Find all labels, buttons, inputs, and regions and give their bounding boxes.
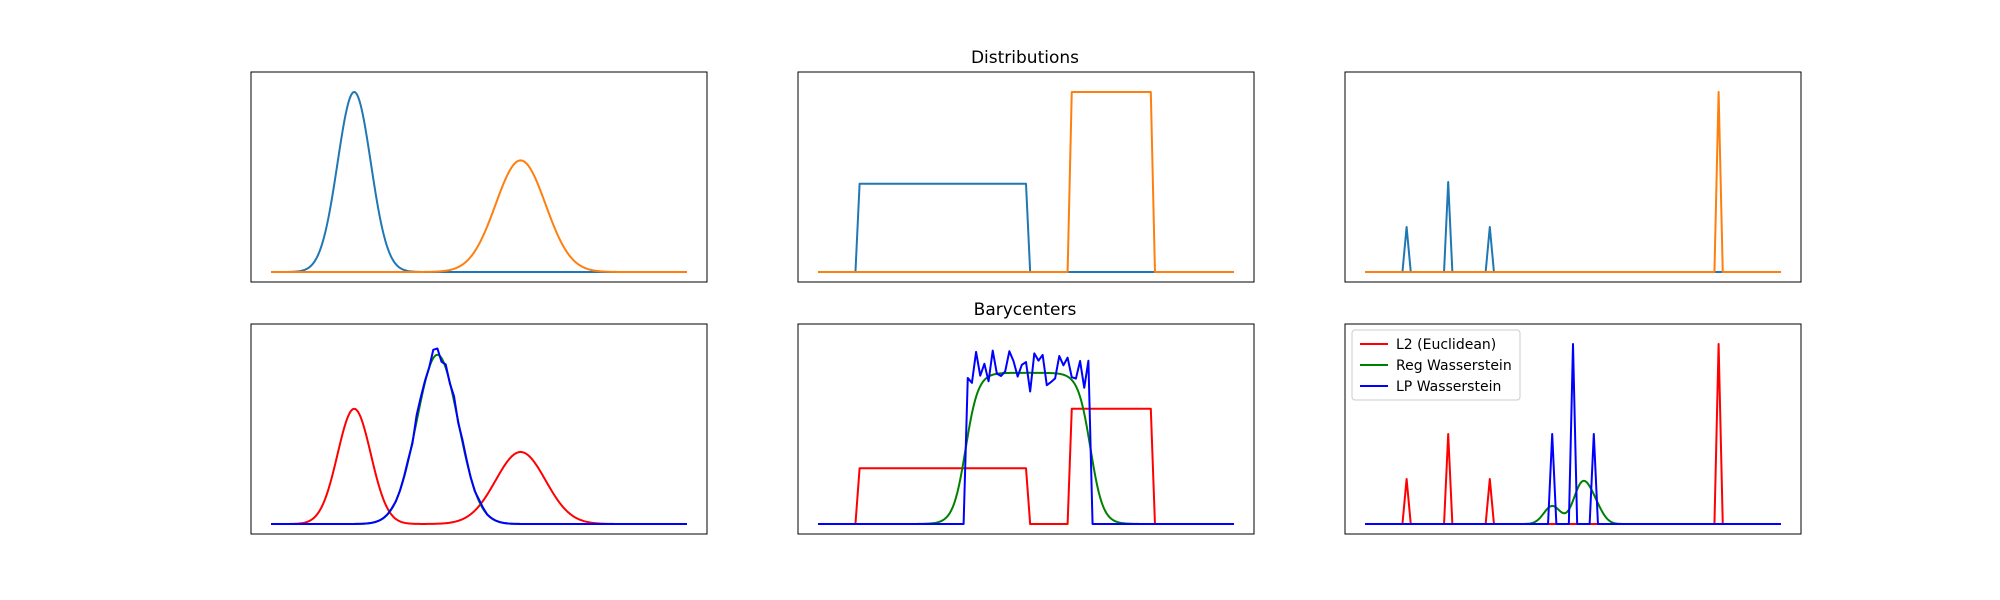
panel-barycenters-gaussian bbox=[250, 323, 708, 535]
axes-frame bbox=[797, 323, 1255, 535]
axes-frame bbox=[1344, 323, 1802, 535]
row-title-barycenters: Barycenters bbox=[974, 300, 1077, 320]
series-line-blue bbox=[271, 347, 687, 525]
panel-distributions-gaussian bbox=[250, 71, 708, 283]
legend-label-lp-wasserstein: LP Wasserstein bbox=[1396, 379, 1501, 395]
axes-frame bbox=[797, 71, 1255, 283]
series-line-blue bbox=[1365, 343, 1781, 525]
panel-barycenters-uniform bbox=[797, 323, 1255, 535]
legend-frame bbox=[1351, 329, 1521, 401]
panel-distributions-diracs bbox=[1344, 71, 1802, 283]
axes-frame bbox=[1344, 71, 1802, 283]
legend: L2 (Euclidean) Reg Wasserstein LP Wasser… bbox=[1351, 329, 1521, 401]
axes-frame bbox=[250, 323, 708, 535]
series-line-C1 bbox=[818, 91, 1234, 273]
series-line-red bbox=[818, 407, 1234, 525]
legend-label-reg-wasserstein: Reg Wasserstein bbox=[1396, 358, 1512, 374]
series-line-C1 bbox=[271, 159, 687, 273]
axes-frame bbox=[250, 71, 708, 283]
series-line-C0 bbox=[818, 182, 1234, 273]
row-title-distributions: Distributions bbox=[971, 48, 1079, 68]
series-line-green bbox=[1365, 479, 1781, 525]
panel-distributions-uniform bbox=[797, 71, 1255, 283]
panel-barycenters-diracs bbox=[1344, 323, 1802, 535]
legend-label-l2: L2 (Euclidean) bbox=[1396, 337, 1496, 353]
series-line-C1 bbox=[1365, 91, 1781, 273]
series-line-green bbox=[818, 371, 1234, 525]
series-line-red bbox=[271, 407, 687, 525]
series-line-C0 bbox=[1365, 181, 1781, 273]
series-line-blue bbox=[818, 349, 1234, 525]
